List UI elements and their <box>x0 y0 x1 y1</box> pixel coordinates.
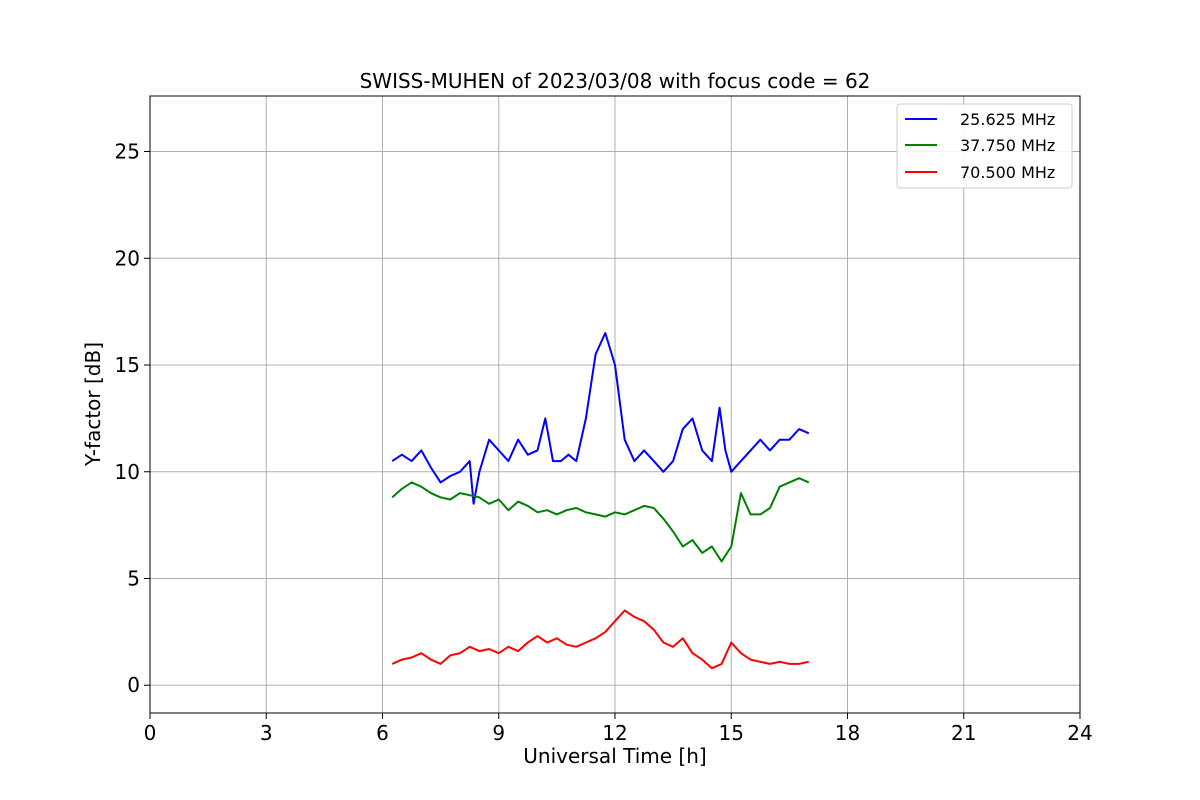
x-tick-label: 15 <box>719 721 744 745</box>
legend-label-25625: 25.625 MHz <box>960 110 1055 129</box>
series-line-0 <box>391 332 810 505</box>
series-line-1 <box>391 477 810 563</box>
series-line-2 <box>391 609 810 670</box>
legend: 25.625 MHz 37.750 MHz 70.500 MHz <box>896 103 1073 189</box>
x-tick-label: 9 <box>492 721 505 745</box>
y-tick-label: 15 <box>115 353 140 377</box>
y-tick-label: 20 <box>115 246 140 270</box>
y-tick-label: 5 <box>127 566 140 590</box>
y-axis-label: Y-factor [dB] <box>81 342 105 467</box>
y-tick-label: 10 <box>115 460 140 484</box>
y-tick-label: 25 <box>115 140 140 164</box>
x-tick-label: 21 <box>951 721 976 745</box>
legend-label-70500: 70.500 MHz <box>960 163 1055 182</box>
y-tick-label: 0 <box>127 673 140 697</box>
x-tick-label: 0 <box>144 721 157 745</box>
x-tick-label: 12 <box>602 721 627 745</box>
x-tick-label: 6 <box>376 721 389 745</box>
x-tick-label: 24 <box>1067 721 1092 745</box>
x-axis-label: Universal Time [h] <box>523 744 706 768</box>
grid <box>149 96 1081 713</box>
legend-box <box>896 103 1073 189</box>
x-tick-label: 18 <box>835 721 860 745</box>
legend-label-37750: 37.750 MHz <box>960 136 1055 155</box>
x-tick-label: 3 <box>260 721 273 745</box>
x-ticks: 0 3 6 9 12 15 18 21 24 <box>144 713 1093 745</box>
chart-title: SWISS-MUHEN of 2023/03/08 with focus cod… <box>360 69 871 93</box>
series-group <box>391 332 810 670</box>
y-ticks: 0 5 10 15 20 25 <box>115 140 150 697</box>
